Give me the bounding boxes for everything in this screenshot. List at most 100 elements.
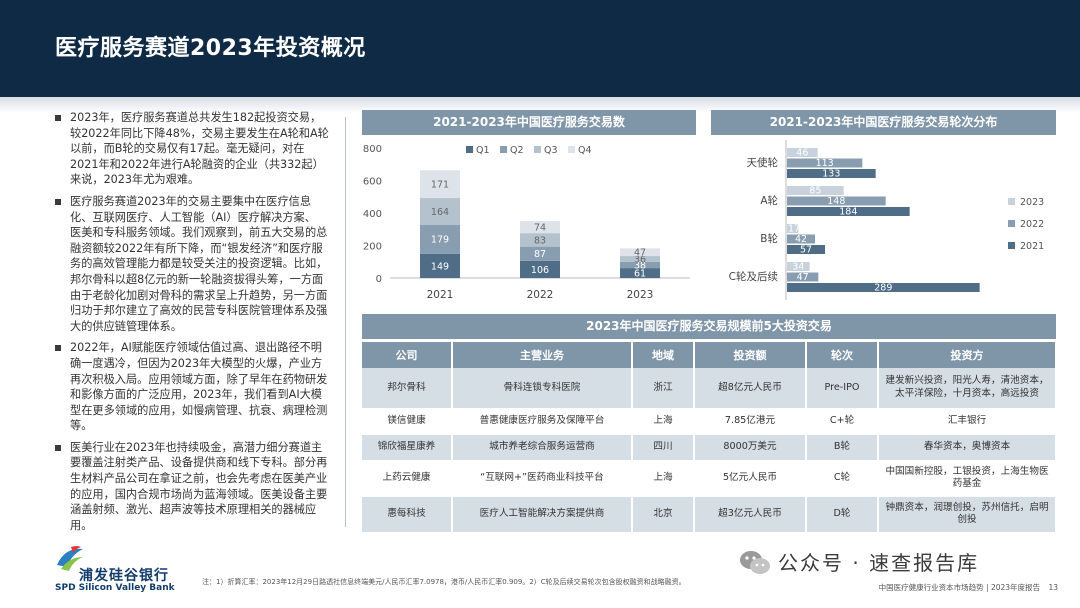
cell-investors: 建发新兴投资，阳光人寿，清池资本，太平洋保险，十月资本，高远投资 [878, 368, 1057, 409]
data-label: 106 [531, 265, 549, 276]
bar-segment [520, 260, 560, 278]
legend-swatch [500, 146, 507, 153]
bar [787, 207, 910, 216]
cell-region: 四川 [632, 434, 695, 461]
bullet-square-icon [55, 198, 61, 205]
bullet-text: 医美行业在2023年也持续吸金，高潜力细分赛道主要覆盖注射类产品、设备提供商和线… [70, 440, 328, 532]
data-label: 34 [792, 262, 804, 273]
page-header: 医疗服务赛道2023年投资概况 [0, 0, 1080, 97]
col-header-business: 主营业务 [452, 342, 633, 368]
bar-segment [620, 261, 660, 269]
cell-region: 北京 [632, 496, 695, 533]
bullet-item: 医美行业在2023年也持续吸金，高潜力细分赛道主要覆盖注射类产品、设备提供商和线… [55, 440, 330, 534]
cell-amount: 超8亿元人民币 [694, 368, 807, 409]
data-label: 42 [795, 234, 807, 245]
bar [787, 245, 825, 254]
bar [787, 148, 818, 157]
legend-label: Q3 [544, 145, 558, 156]
data-label: 83 [534, 235, 546, 246]
legend-swatch [466, 146, 473, 153]
col-header-investors: 投资方 [878, 342, 1057, 368]
bullet-item: 医疗服务赛道2023年的交易主要集中在医疗信息化、互联网医疗、人工智能（AI）医… [55, 194, 330, 334]
cell-business: 普惠健康医疗服务及保障平台 [452, 408, 633, 435]
y-tick-label: 600 [363, 177, 382, 188]
data-label: 289 [874, 283, 892, 294]
cell-business: 城市养老综合服务运营商 [452, 434, 633, 461]
category-label: A轮 [760, 194, 778, 207]
category-label: B轮 [760, 232, 778, 245]
top-deals-table: 公司 主营业务 地域 投资额 轮次 投资方 邦尔骨科 骨科连锁专科医院 浙江 超… [362, 342, 1057, 533]
legend-swatch [1008, 220, 1015, 227]
data-label: 57 [800, 245, 812, 256]
bar-segment [620, 248, 660, 257]
data-label: 47 [797, 272, 809, 283]
cell-round: C轮 [806, 460, 879, 497]
data-label: 148 [827, 196, 845, 207]
cell-amount: 5亿元人民币 [694, 460, 807, 497]
y-tick-label: 200 [363, 242, 382, 253]
column-divider [345, 117, 346, 527]
bank-name-en: SPD Silicon Valley Bank [55, 583, 175, 593]
y-tick-label: 800 [363, 144, 382, 155]
cell-business: “互联网+”医药商业科技平台 [452, 460, 633, 497]
cell-region: 上海 [632, 408, 695, 435]
bank-name-cn: 浦发硅谷银行 [79, 568, 169, 584]
bullet-item: 2022年，AI赋能医疗领域估值过高、退出路径不明确一度遇冷，但因为2023年大… [55, 340, 330, 434]
bar-segment [520, 221, 560, 234]
bar-segment [520, 233, 560, 247]
data-label: 85 [809, 186, 821, 197]
deal-count-chart-title: 2021-2023年中国医疗服务交易数 [362, 110, 696, 135]
data-label: 87 [534, 249, 546, 260]
cell-investors: 中国国新控股，工银投资，上海生物医药基金 [878, 460, 1057, 497]
data-label: 179 [431, 235, 449, 246]
cell-business: 骨科连锁专科医院 [452, 368, 633, 409]
footnote: 注：1）折算汇率：2023年12月29日路透社信息终端美元/人民币汇率7.097… [202, 578, 686, 586]
legend-swatch [568, 146, 575, 153]
data-label: 36 [634, 254, 646, 265]
x-tick-label: 2023 [627, 289, 654, 301]
cell-round: D轮 [806, 496, 879, 533]
cell-round: B轮 [806, 434, 879, 461]
category-label: 天使轮 [747, 156, 779, 169]
col-header-round: 轮次 [806, 342, 879, 368]
cell-investors: 春华资本，奥博资本 [878, 434, 1057, 461]
bullet-square-icon [55, 345, 61, 352]
table-row: 惠每科技 医疗人工智能解决方案提供商 北京 超3亿元人民币 D轮 钟鼎资本，润璟… [362, 496, 1057, 533]
data-label: 133 [822, 169, 840, 180]
bar-segment [620, 268, 660, 278]
legend-label: 2023 [1020, 197, 1044, 208]
legend-label: 2021 [1020, 241, 1044, 252]
legend-swatch [1008, 198, 1015, 205]
bar [787, 262, 810, 271]
legend-label: Q1 [476, 145, 490, 156]
cell-company: 上药云健康 [362, 460, 453, 497]
bar [787, 224, 799, 233]
bar-segment [420, 170, 460, 199]
cell-business: 医疗人工智能解决方案提供商 [452, 496, 633, 533]
legend-label: Q2 [510, 145, 524, 156]
bank-logo-icon [57, 546, 83, 571]
top-deals-table-title: 2023年中国医疗服务交易规模前5大投资交易 [362, 314, 1056, 339]
wechat-icon [740, 551, 770, 574]
bullet-item: 2023年，医疗服务赛道总共发生182起投资交易，较2022年同比下降48%，交… [55, 110, 330, 188]
bar [787, 234, 815, 244]
table-row: 锦欣福星康养 城市养老综合服务运营商 四川 8000万美元 B轮 春华资本，奥博… [362, 434, 1057, 461]
col-header-company: 公司 [362, 342, 453, 368]
bank-logo: 浦发硅谷银行 SPD Silicon Valley Bank [55, 543, 215, 598]
data-label: 46 [796, 148, 808, 159]
cell-amount: 8000万美元 [694, 434, 807, 461]
table-row: 上药云健康 “互联网+”医药商业科技平台 上海 5亿元人民币 C轮 中国国新控股… [362, 460, 1057, 497]
watermark: 公众号 · 速查报告库 [738, 546, 1056, 580]
cell-company: 惠每科技 [362, 496, 453, 533]
cell-amount: 7.85亿港元 [694, 408, 807, 435]
data-label: 61 [634, 269, 646, 280]
data-label: 74 [534, 223, 546, 234]
table-row: 镁信健康 普惠健康医疗服务及保障平台 上海 7.85亿港元 C+轮 汇丰银行 [362, 408, 1057, 435]
footer-right: 中国医疗健康行业资本市场趋势 | 2023年度报告 13 [879, 582, 1058, 593]
bar-segment [420, 224, 460, 254]
cell-investors: 钟鼎资本，润璟创投，苏州信托，启明创投 [878, 496, 1057, 533]
bar [787, 169, 876, 178]
cell-company: 锦欣福星康养 [362, 434, 453, 461]
cell-region: 上海 [632, 460, 695, 497]
